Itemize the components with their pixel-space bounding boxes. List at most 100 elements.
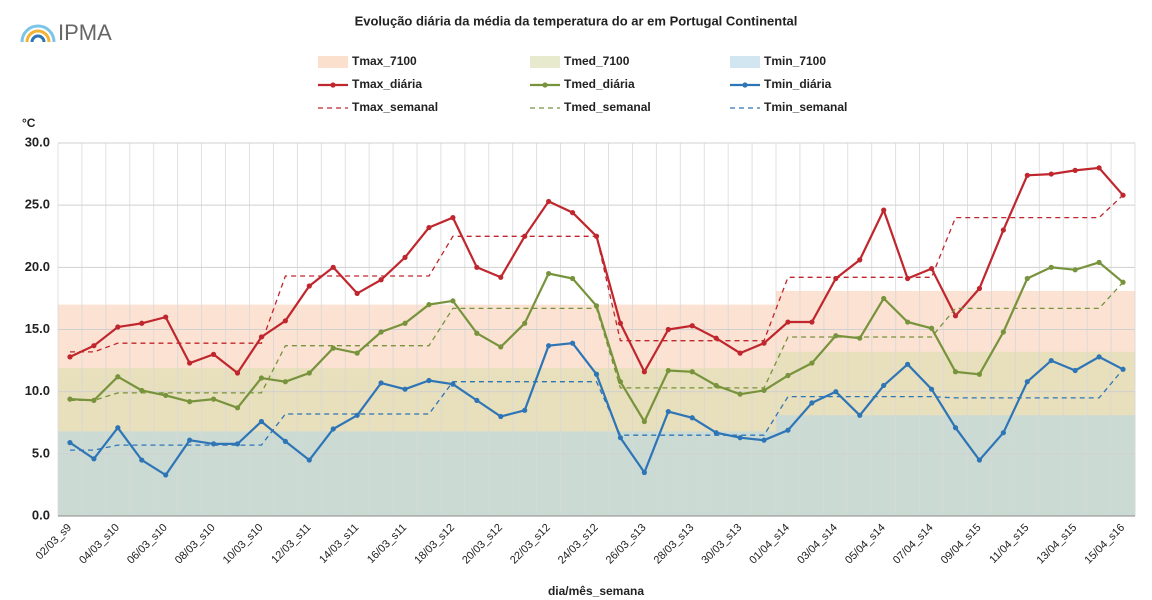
point <box>115 425 121 431</box>
logo-arc <box>20 24 56 43</box>
point <box>1024 172 1030 178</box>
point <box>402 386 408 392</box>
x-tick-label: 18/03_s12 <box>412 522 457 567</box>
x-tick-label: 24/03_s12 <box>556 522 601 567</box>
point <box>1024 379 1030 385</box>
x-tick-label: 15/04_s16 <box>1082 522 1127 567</box>
point <box>641 369 647 375</box>
point <box>139 457 145 463</box>
point <box>546 270 552 277</box>
normal-band <box>967 415 992 516</box>
point <box>354 290 360 297</box>
normal-band <box>1015 415 1040 516</box>
point <box>857 412 863 418</box>
normal-band <box>321 431 346 516</box>
normal-band <box>608 431 633 516</box>
normal-band <box>536 431 562 516</box>
normal-band <box>273 431 298 516</box>
point <box>522 407 528 413</box>
x-tick-label: 03/04_s14 <box>795 522 840 567</box>
point <box>426 224 432 231</box>
point <box>258 375 265 381</box>
normal-band <box>512 431 538 516</box>
legend-label: Tmed_7100 <box>564 54 630 68</box>
logo-arc <box>25 29 51 43</box>
legend-swatch <box>730 56 760 68</box>
x-tick-label: 02/03_s9 <box>34 522 74 562</box>
legend-item: Tmax_diária <box>318 77 422 91</box>
point <box>713 382 719 389</box>
point <box>187 437 193 443</box>
point <box>210 351 217 357</box>
point <box>474 397 480 403</box>
legend-swatch <box>530 56 560 68</box>
point <box>378 380 384 386</box>
legend-item: Tmax_7100 <box>318 54 417 68</box>
legend-label: Tmin_diária <box>764 77 832 91</box>
x-tick-label: 22/03_s12 <box>508 522 553 567</box>
normal-band <box>393 431 418 516</box>
point <box>665 326 671 333</box>
point <box>809 400 815 406</box>
point <box>617 435 624 441</box>
point <box>785 372 791 379</box>
x-tick-label: 13/04_s15 <box>1035 522 1080 567</box>
normal-band <box>417 431 442 516</box>
logo-arc <box>30 34 46 43</box>
point <box>809 360 815 366</box>
point <box>617 320 624 326</box>
point <box>1000 227 1006 233</box>
legend-item: Tmin_diária <box>730 77 832 91</box>
point <box>1048 264 1054 270</box>
point <box>665 408 671 415</box>
point <box>1096 354 1102 360</box>
point <box>952 369 959 375</box>
x-tick-label: 10/03_s10 <box>221 522 266 567</box>
point <box>641 418 647 425</box>
normal-band <box>1087 415 1112 516</box>
point <box>163 314 169 320</box>
bands <box>58 290 1136 516</box>
point <box>857 257 863 263</box>
logo-text: IPMA <box>58 20 112 45</box>
normal-band <box>943 415 968 516</box>
chart-title: Evolução diária da média da temperatura … <box>355 13 798 28</box>
x-tick-label: 11/04_s15 <box>987 522 1031 566</box>
point <box>952 313 959 319</box>
point <box>737 435 743 441</box>
normal-band <box>1111 415 1136 516</box>
point <box>402 320 408 326</box>
point <box>546 198 552 205</box>
point <box>737 350 743 356</box>
normal-band <box>919 415 945 516</box>
x-tick-label: 08/03_s10 <box>173 522 218 567</box>
legend-marker <box>542 82 548 88</box>
point <box>976 371 983 377</box>
x-tick-label: 20/03_s12 <box>460 522 505 567</box>
normal-band <box>297 431 322 516</box>
point <box>713 335 719 341</box>
legend-label: Tmax_diária <box>352 77 422 91</box>
point <box>593 303 600 309</box>
point <box>163 392 169 398</box>
point <box>474 330 480 336</box>
point <box>569 210 576 216</box>
point <box>258 418 265 425</box>
legend-item: Tmed_diária <box>530 77 635 91</box>
point <box>1024 275 1030 282</box>
y-tick-label: 25.0 <box>25 197 50 212</box>
legend-marker <box>742 82 748 88</box>
point <box>306 457 312 463</box>
point <box>210 396 217 402</box>
point <box>881 207 887 213</box>
point <box>1048 171 1054 177</box>
legend-swatch <box>318 56 348 68</box>
legend-label: Tmed_semanal <box>564 100 651 114</box>
point <box>282 438 288 444</box>
legend-item: Tmin_7100 <box>730 54 826 68</box>
point <box>306 283 312 289</box>
point <box>187 360 193 366</box>
point <box>378 329 384 335</box>
point <box>785 319 791 325</box>
point <box>426 377 432 384</box>
